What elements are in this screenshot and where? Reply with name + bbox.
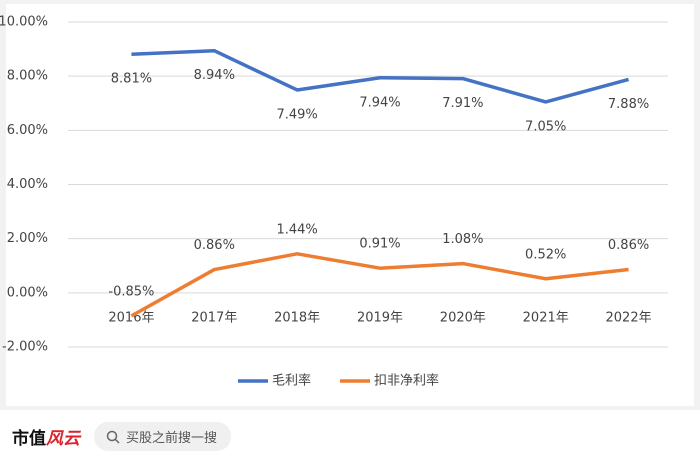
y-tick-label: 4.00% [7, 177, 48, 192]
data-label: 7.94% [359, 95, 400, 110]
y-tick-label: 10.00% [0, 15, 48, 30]
data-label: -0.85% [108, 284, 154, 299]
x-tick-label: 2022年 [606, 310, 652, 325]
x-tick-label: 2018年 [274, 310, 320, 325]
search-placeholder: 买股之前搜一搜 [126, 431, 218, 446]
x-tick-label: 2020年 [440, 310, 486, 325]
data-label: 8.94% [194, 68, 235, 83]
y-tick-label: 8.00% [7, 69, 48, 84]
series-line [131, 48, 630, 104]
data-label: 7.91% [442, 96, 483, 111]
search-icon [106, 430, 120, 444]
x-tick-label: 2019年 [357, 310, 403, 325]
legend-label: 扣非净利率 [374, 373, 439, 389]
chart: -2.00% 0.00% 2.00% 4.00% 6.00% 8.00% 10.00% 201… [0, 4, 694, 406]
footer: 市值 风云 买股之前搜一搜 [0, 410, 700, 463]
data-label: 7.49% [276, 107, 317, 122]
data-label: 7.05% [525, 119, 566, 134]
series-line [130, 252, 629, 318]
legend-label: 毛利率 [272, 373, 311, 389]
search-box[interactable]: 买股之前搜一搜 [94, 422, 232, 451]
data-label: 0.91% [359, 237, 400, 252]
data-label: 0.86% [608, 238, 649, 253]
data-label: 0.52% [525, 247, 566, 262]
data-label: 1.44% [276, 222, 317, 237]
data-label: 1.08% [442, 232, 483, 247]
y-tick-label: 2.00% [7, 231, 48, 246]
data-label: 0.86% [194, 238, 235, 253]
logo-mark: 风云 [46, 429, 80, 449]
y-tick-label: 0.00% [7, 285, 48, 300]
x-tick-label: 2016年 [108, 310, 154, 325]
x-tick-label: 2017年 [191, 310, 237, 325]
y-tick-label: -2.00% [2, 340, 48, 355]
y-tick-label: 6.00% [7, 123, 48, 138]
data-label: 8.81% [111, 72, 152, 87]
x-tick-label: 2021年 [523, 310, 569, 325]
chart-background [6, 4, 694, 406]
data-label: 7.88% [608, 97, 649, 112]
logo: 市值 [12, 429, 46, 449]
